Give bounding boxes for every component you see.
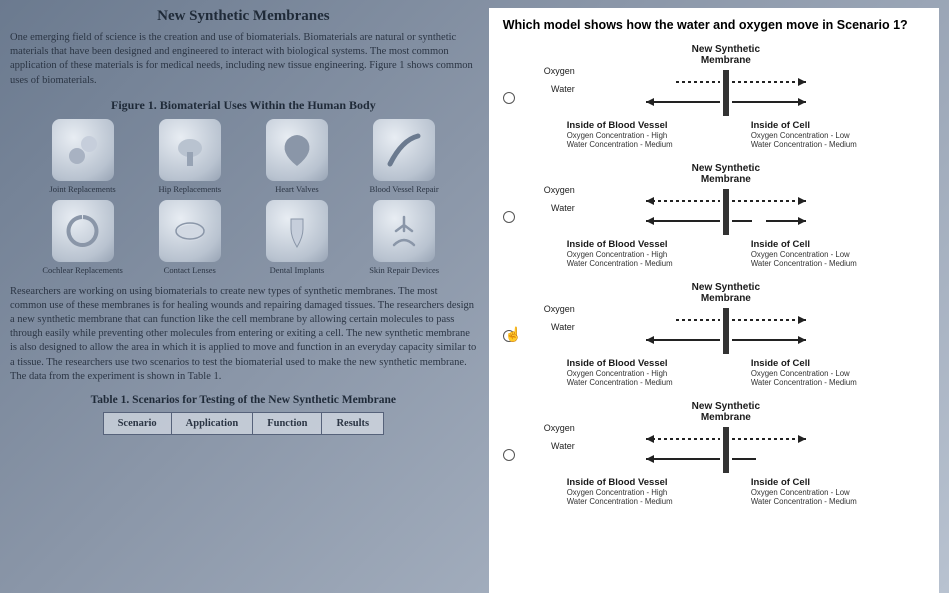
- membrane-svg: [586, 187, 866, 237]
- joint-icon: [52, 119, 114, 181]
- right-side-labels: Inside of CellOxygen Concentration - Low…: [741, 358, 925, 387]
- label-water: Water: [527, 437, 575, 455]
- answer-option-2[interactable]: New SyntheticMembraneOxygenWater Inside o…: [503, 163, 925, 272]
- membrane-diagram-3: ☝New SyntheticMembraneOxygenWaterInside …: [527, 282, 925, 391]
- passage-title: New Synthetic Membranes: [10, 8, 477, 25]
- figure-1-caption: Figure 1. Biomaterial Uses Within the Hu…: [10, 98, 477, 113]
- cell-oxygen: Oxygen Concentration - Low: [751, 488, 925, 497]
- radio-option-1[interactable]: [503, 92, 515, 104]
- label-water: Water: [527, 199, 575, 217]
- icon-joint: Joint Replacements: [34, 119, 131, 194]
- intro-paragraph: One emerging field of science is the cre…: [10, 31, 477, 88]
- cell-head: Inside of Cell: [751, 120, 925, 131]
- cell-water: Water Concentration - Medium: [751, 497, 925, 506]
- hip-icon: [159, 119, 221, 181]
- th-scenario: Scenario: [103, 412, 171, 434]
- label-oxygen: Oxygen: [527, 181, 575, 199]
- left-side-labels: Inside of Blood VesselOxygen Concentrati…: [527, 477, 741, 506]
- concentration-labels: Inside of Blood VesselOxygen Concentrati…: [527, 239, 925, 268]
- answer-option-4[interactable]: New SyntheticMembraneOxygenWater Inside o…: [503, 401, 925, 510]
- row-labels: OxygenWater: [527, 419, 575, 455]
- icon-heart-valve: Heart Valves: [248, 119, 345, 194]
- cell-head: Inside of Cell: [751, 239, 925, 250]
- diagram-title: New SyntheticMembrane: [527, 163, 925, 185]
- answer-option-1[interactable]: New SyntheticMembraneOxygenWater Inside o…: [503, 44, 925, 153]
- label-oxygen: Oxygen: [527, 300, 575, 318]
- dental-icon: [266, 200, 328, 262]
- icon-blood-vessel: Blood Vessel Repair: [356, 119, 453, 194]
- bv-oxygen: Oxygen Concentration - High: [567, 250, 741, 259]
- heart-valve-icon: [266, 119, 328, 181]
- table-1-caption: Table 1. Scenarios for Testing of the Ne…: [10, 394, 477, 406]
- cell-water: Water Concentration - Medium: [751, 259, 925, 268]
- label-water: Water: [527, 80, 575, 98]
- diagram-title: New SyntheticMembrane: [527, 282, 925, 304]
- bv-oxygen: Oxygen Concentration - High: [567, 369, 741, 378]
- membrane-diagram-1: New SyntheticMembraneOxygenWater Inside o…: [527, 44, 925, 153]
- membrane-svg: [586, 68, 866, 118]
- membrane-diagram-2: New SyntheticMembraneOxygenWater Inside o…: [527, 163, 925, 272]
- icon-cochlear: Cochlear Replacements: [34, 200, 131, 275]
- cell-water: Water Concentration - Medium: [751, 140, 925, 149]
- research-paragraph: Researchers are working on using biomate…: [10, 285, 477, 384]
- passage-panel: New Synthetic Membranes One emerging fie…: [10, 8, 489, 593]
- right-side-labels: Inside of CellOxygen Concentration - Low…: [741, 477, 925, 506]
- diagram-title: New SyntheticMembrane: [527, 401, 925, 423]
- concentration-labels: Inside of Blood VesselOxygen Concentrati…: [527, 358, 925, 387]
- bv-water: Water Concentration - Medium: [567, 497, 741, 506]
- row-labels: OxygenWater: [527, 300, 575, 336]
- blood-vessel-head: Inside of Blood Vessel: [567, 477, 741, 488]
- label-oxygen: Oxygen: [527, 62, 575, 80]
- radio-option-4[interactable]: [503, 449, 515, 461]
- label-water: Water: [527, 318, 575, 336]
- pointer-cursor-icon: ☝: [505, 326, 522, 343]
- right-side-labels: Inside of CellOxygen Concentration - Low…: [741, 120, 925, 149]
- question-panel: Which model shows how the water and oxyg…: [489, 8, 939, 593]
- bv-water: Water Concentration - Medium: [567, 378, 741, 387]
- label-oxygen: Oxygen: [527, 419, 575, 437]
- left-side-labels: Inside of Blood VesselOxygen Concentrati…: [527, 358, 741, 387]
- contact-lens-icon: [159, 200, 221, 262]
- cell-water: Water Concentration - Medium: [751, 378, 925, 387]
- answer-option-3[interactable]: ☝ New SyntheticMembraneOxygenWater Inside …: [503, 282, 925, 391]
- cell-head: Inside of Cell: [751, 358, 925, 369]
- membrane-svg: [586, 306, 866, 356]
- cell-oxygen: Oxygen Concentration - Low: [751, 131, 925, 140]
- bv-oxygen: Oxygen Concentration - High: [567, 131, 741, 140]
- blood-vessel-head: Inside of Blood Vessel: [567, 120, 741, 131]
- bv-water: Water Concentration - Medium: [567, 259, 741, 268]
- row-labels: OxygenWater: [527, 62, 575, 98]
- skin-icon: [373, 200, 435, 262]
- cell-head: Inside of Cell: [751, 477, 925, 488]
- radio-option-2[interactable]: [503, 211, 515, 223]
- membrane-svg: [586, 425, 866, 475]
- question-text: Which model shows how the water and oxyg…: [503, 18, 925, 32]
- cell-oxygen: Oxygen Concentration - Low: [751, 250, 925, 259]
- th-function: Function: [253, 412, 322, 434]
- diagram-title: New SyntheticMembrane: [527, 44, 925, 66]
- icon-skin: Skin Repair Devices: [356, 200, 453, 275]
- left-side-labels: Inside of Blood VesselOxygen Concentrati…: [527, 120, 741, 149]
- blood-vessel-icon: [373, 119, 435, 181]
- right-side-labels: Inside of CellOxygen Concentration - Low…: [741, 239, 925, 268]
- blood-vessel-head: Inside of Blood Vessel: [567, 358, 741, 369]
- th-results: Results: [322, 412, 384, 434]
- concentration-labels: Inside of Blood VesselOxygen Concentrati…: [527, 477, 925, 506]
- icon-contact-lens: Contact Lenses: [141, 200, 238, 275]
- row-labels: OxygenWater: [527, 181, 575, 217]
- icon-hip: Hip Replacements: [141, 119, 238, 194]
- bv-water: Water Concentration - Medium: [567, 140, 741, 149]
- membrane-diagram-4: New SyntheticMembraneOxygenWater Inside o…: [527, 401, 925, 510]
- blood-vessel-head: Inside of Blood Vessel: [567, 239, 741, 250]
- cell-oxygen: Oxygen Concentration - Low: [751, 369, 925, 378]
- bv-oxygen: Oxygen Concentration - High: [567, 488, 741, 497]
- cochlear-icon: [52, 200, 114, 262]
- biomaterial-icon-grid: Joint Replacements Hip Replacements Hear…: [34, 119, 453, 275]
- icon-dental: Dental Implants: [248, 200, 345, 275]
- concentration-labels: Inside of Blood VesselOxygen Concentrati…: [527, 120, 925, 149]
- th-application: Application: [171, 412, 253, 434]
- scenario-table: Scenario Application Function Results: [103, 412, 385, 435]
- left-side-labels: Inside of Blood VesselOxygen Concentrati…: [527, 239, 741, 268]
